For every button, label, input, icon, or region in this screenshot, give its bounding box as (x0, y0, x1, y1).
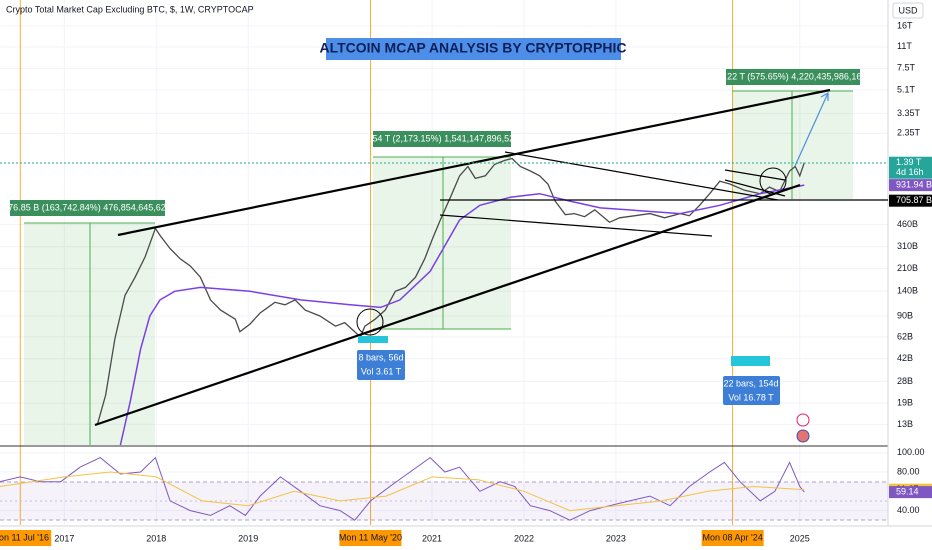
y-tick-label: 210B (897, 263, 918, 273)
range-box (723, 376, 780, 405)
measure-label: 4.22 T (575.65%) 4,220,435,986,161 (720, 71, 867, 81)
unit-box (892, 2, 924, 19)
measure-label-bg (10, 200, 165, 216)
price-tag-bg (889, 179, 932, 192)
date-tag-bg (339, 530, 402, 546)
x-tick-label: 2023 (606, 533, 626, 543)
measure-label-bg (726, 69, 860, 85)
price-tag-bg (889, 194, 932, 207)
y-tick-label: 42B (897, 353, 913, 363)
banner: ALTCOIN MCAP ANALYSIS BY CRYPTORPHIC (319, 40, 626, 56)
event-icon (796, 413, 810, 427)
x-tick-label: 2018 (146, 533, 166, 543)
rsi-tag-bg (889, 486, 932, 499)
y-tick-label: 90B (897, 310, 913, 320)
date-tag: Mon 11 Jul '16 (0, 532, 49, 542)
marks (0, 157, 805, 521)
y-tick-label: 100.00 (897, 447, 925, 457)
projection-arrow (794, 91, 829, 167)
measure-box (373, 157, 511, 329)
price-tag-bg (889, 156, 932, 179)
flag-line (724, 179, 786, 197)
wedge-line (439, 214, 713, 237)
measure-label: 1.54 T (2,173.15%) 1,541,147,896,528 (365, 133, 519, 143)
y-tick-label: 460B (897, 219, 918, 229)
measure-label-bg (373, 131, 511, 147)
range-bar (731, 356, 770, 366)
date-tag-bg (0, 530, 52, 546)
y-tick-label: 2.35T (897, 128, 921, 138)
x-tick-label: 2025 (790, 533, 810, 543)
date-tag: Mon 08 Apr '24 (703, 532, 763, 542)
rsi-tag: 59.14 (896, 486, 919, 496)
series-line (0, 456, 805, 521)
date-tag-bg (701, 530, 764, 546)
y-tick-label: 140B (897, 286, 918, 296)
x-tick-label: 2021 (422, 533, 442, 543)
y-tick-label: 7.5T (897, 63, 916, 73)
highlight-circle (356, 308, 384, 336)
x-tick-label: 2019 (238, 533, 258, 543)
price-tag: 1.39 T (896, 157, 922, 167)
range-label: Vol 3.61 T (361, 366, 402, 376)
y-tick-label: 5.1T (897, 84, 916, 94)
highlight-circle (759, 167, 787, 195)
countdown: 4d 16h (896, 167, 924, 177)
y-tick-label: 11T (897, 41, 912, 51)
wedge-line (504, 151, 779, 201)
y-tick-label: 3.35T (897, 108, 921, 118)
range-box (357, 350, 405, 380)
flag-line (724, 169, 786, 181)
y-tick-label: 80.00 (897, 466, 920, 476)
series-line (119, 184, 805, 446)
y-tick-label: 40.00 (897, 505, 920, 515)
x-tick-label: 2022 (514, 533, 534, 543)
y-tick-label: 13B (897, 419, 913, 429)
y-tick-label: 310B (897, 241, 918, 251)
chart-title: Crypto Total Market Cap Excluding BTC, $… (6, 4, 254, 14)
event-icon (796, 429, 810, 443)
range-bar (358, 336, 388, 343)
date-tag: Mon 11 May '20 (339, 532, 402, 542)
unit: USD (898, 5, 918, 15)
trend-line (94, 183, 801, 427)
series-line (96, 157, 805, 425)
y-tick-label: 62B (897, 331, 913, 341)
y-tick-label: 19B (897, 398, 913, 408)
banner-bg (326, 38, 621, 60)
x-tick-label: 2017 (54, 533, 74, 543)
measure-label: 476.85 B (163,742.84%) 476,854,645,629 (3, 202, 171, 212)
range-label: Vol 16.78 T (728, 392, 774, 402)
y-tick-label: 28B (897, 376, 913, 386)
series-line (0, 471, 805, 512)
range-label: 8 bars, 56d (358, 352, 403, 362)
price-tag: 931.94 B (896, 179, 932, 189)
price-tag: 705.87 B (896, 195, 932, 205)
range-label: 22 bars, 154d (723, 378, 778, 388)
y-tick-label: 16T (897, 20, 913, 30)
rsi-band (0, 482, 888, 520)
